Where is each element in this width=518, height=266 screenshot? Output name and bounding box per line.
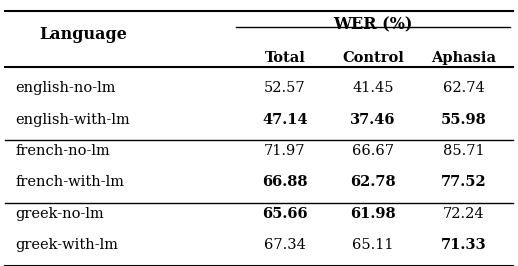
Text: 62.74: 62.74 <box>443 81 484 95</box>
Text: 52.57: 52.57 <box>264 81 306 95</box>
Text: 85.71: 85.71 <box>443 144 484 158</box>
Text: 37.46: 37.46 <box>350 113 396 127</box>
Text: 55.98: 55.98 <box>441 113 486 127</box>
Text: french-no-lm: french-no-lm <box>16 144 110 158</box>
Text: Language: Language <box>39 26 127 43</box>
Text: 71.33: 71.33 <box>441 238 486 252</box>
Text: 66.67: 66.67 <box>352 144 394 158</box>
Text: WER (%): WER (%) <box>333 16 413 33</box>
Text: 77.52: 77.52 <box>441 175 486 189</box>
Text: 47.14: 47.14 <box>262 113 308 127</box>
Text: 65.11: 65.11 <box>352 238 394 252</box>
Text: english-with-lm: english-with-lm <box>16 113 131 127</box>
Text: 72.24: 72.24 <box>443 207 484 221</box>
Text: 62.78: 62.78 <box>350 175 396 189</box>
Text: 66.88: 66.88 <box>262 175 308 189</box>
Text: 71.97: 71.97 <box>264 144 306 158</box>
Text: 67.34: 67.34 <box>264 238 306 252</box>
Text: greek-no-lm: greek-no-lm <box>16 207 104 221</box>
Text: 65.66: 65.66 <box>262 207 308 221</box>
Text: english-no-lm: english-no-lm <box>16 81 116 95</box>
Text: 41.45: 41.45 <box>352 81 394 95</box>
Text: Aphasia: Aphasia <box>431 51 496 65</box>
Text: french-with-lm: french-with-lm <box>16 175 124 189</box>
Text: Control: Control <box>342 51 404 65</box>
Text: Total: Total <box>265 51 305 65</box>
Text: greek-with-lm: greek-with-lm <box>16 238 119 252</box>
Text: 61.98: 61.98 <box>350 207 396 221</box>
